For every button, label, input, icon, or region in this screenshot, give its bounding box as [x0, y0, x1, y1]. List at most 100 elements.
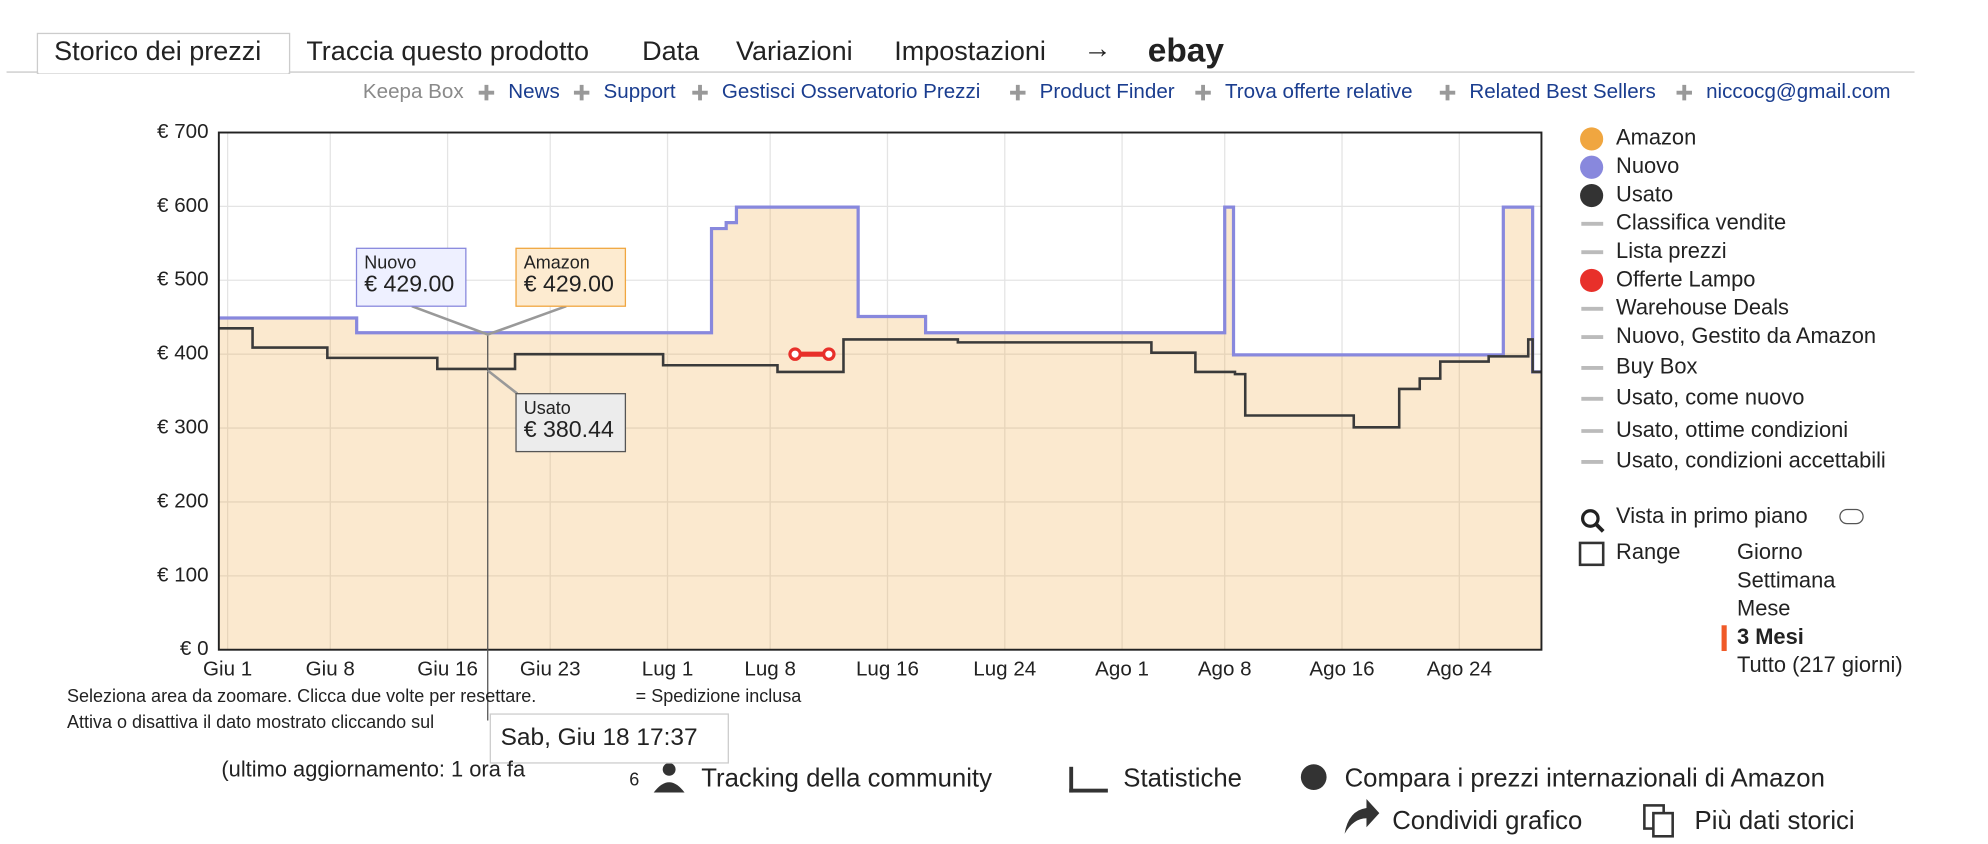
zoom-label[interactable]: Vista in primo piano — [1616, 503, 1808, 528]
footer-link[interactable]: Tracking della community — [701, 764, 992, 792]
deal-point — [788, 347, 802, 361]
separator — [1010, 84, 1026, 101]
legend-label[interactable]: Buy Box — [1616, 354, 1697, 379]
legend-label[interactable]: Usato, condizioni accettabili — [1616, 448, 1886, 473]
range-option[interactable]: Giorno — [1737, 539, 1803, 564]
separator — [478, 84, 495, 101]
tab[interactable]: ebay — [1148, 33, 1225, 70]
note: Seleziona area da zoomare. Clicca due vo… — [67, 686, 536, 706]
link[interactable]: niccocg@gmail.com — [1706, 80, 1890, 103]
series-line — [218, 205, 1542, 374]
link[interactable]: News — [508, 80, 559, 103]
footer-link[interactable]: Condividi grafico — [1392, 807, 1582, 835]
legend-label[interactable]: Usato, come nuovo — [1616, 385, 1804, 410]
x-tick-label: Ago 16 — [1309, 658, 1374, 681]
footer-link[interactable]: Compara i prezzi internazionali di Amazo… — [1345, 764, 1825, 792]
x-tick-label: Giu 1 — [203, 658, 252, 681]
tooltip-value: € 380.44 — [524, 416, 614, 442]
arrow: → — [1083, 32, 1111, 64]
legend-swatch[interactable] — [1580, 155, 1604, 179]
tooltip-name: Usato — [524, 398, 571, 418]
stats-icon — [1069, 788, 1108, 793]
tooltip-name: Nuovo — [364, 253, 416, 273]
legend-label[interactable]: Nuovo — [1616, 153, 1679, 178]
range-option[interactable]: Tutto (217 giorni) — [1737, 652, 1903, 677]
x-tick-label: Giu 16 — [417, 658, 478, 681]
separator — [1439, 84, 1456, 101]
y-tick-label: € 0 — [180, 637, 209, 660]
series-line — [218, 327, 1542, 429]
link[interactable]: Trova offerte relative — [1225, 80, 1413, 103]
range-label: Range — [1616, 539, 1680, 564]
y-tick-label: € 600 — [157, 194, 209, 217]
zoom-icon — [1594, 522, 1605, 533]
note: Attiva o disattiva il dato mostrato clic… — [67, 712, 434, 732]
x-tick-label: Ago 8 — [1198, 658, 1252, 681]
tooltip — [515, 247, 627, 307]
legend-label[interactable]: Warehouse Deals — [1616, 295, 1789, 320]
x-tick-label: Lug 24 — [973, 658, 1036, 681]
update-note: (ultimo aggiornamento: 1 ora fa — [221, 756, 526, 781]
link[interactable]: Product Finder — [1040, 80, 1175, 103]
tooltip-value: € 429.00 — [364, 271, 454, 297]
range-option[interactable]: 3 Mesi — [1737, 624, 1804, 649]
link[interactable]: Support — [604, 80, 676, 103]
separator — [692, 84, 708, 101]
y-tick-label: € 400 — [157, 342, 209, 365]
legend-label[interactable]: Classifica vendite — [1616, 210, 1786, 235]
link[interactable]: Related Best Sellers — [1469, 80, 1655, 103]
x-tick-label: Lug 1 — [642, 658, 694, 681]
y-tick-label: € 700 — [157, 120, 209, 143]
community-icon — [653, 782, 685, 793]
stats-icon — [1069, 766, 1074, 793]
separator — [1676, 84, 1692, 101]
x-tick-label: Lug 8 — [744, 658, 796, 681]
x-tick-label: Ago 24 — [1427, 658, 1492, 681]
x-tick-label: Giu 8 — [306, 658, 355, 681]
note: = Spedizione inclusa — [636, 686, 803, 706]
tab[interactable]: Data — [642, 36, 700, 66]
legend-label[interactable]: Lista prezzi — [1616, 238, 1727, 263]
tab[interactable]: Impostazioni — [894, 36, 1046, 66]
legend-swatch[interactable] — [1580, 127, 1604, 151]
tab[interactable]: Variazioni — [736, 36, 853, 66]
legend-label[interactable]: Nuovo, Gestito da Amazon — [1616, 323, 1876, 348]
plot-area — [218, 132, 1542, 650]
y-tick-label: € 100 — [157, 563, 209, 586]
legend-label[interactable]: Usato, ottime condizioni — [1616, 417, 1848, 442]
share-icon — [1344, 798, 1380, 834]
footer-link[interactable]: Statistiche — [1123, 764, 1242, 792]
y-tick-label: € 200 — [157, 489, 209, 512]
legend-swatch[interactable] — [1580, 183, 1604, 208]
globe-icon — [1300, 764, 1327, 790]
tooltip-value: € 429.00 — [524, 271, 614, 297]
toggle[interactable] — [1839, 508, 1864, 525]
range-option[interactable]: Settimana — [1737, 567, 1836, 592]
legend-label[interactable]: Usato — [1616, 181, 1673, 206]
series-area — [218, 207, 1542, 650]
tooltip-connector — [411, 304, 567, 395]
y-tick-label: € 300 — [157, 416, 209, 439]
range-option[interactable]: Mese — [1737, 596, 1790, 621]
plot-border — [217, 131, 1543, 651]
legend-label[interactable]: Amazon — [1616, 125, 1696, 150]
range-selected-bar — [1721, 625, 1727, 652]
footer-link[interactable]: Più dati storici — [1695, 807, 1855, 835]
link[interactable]: Gestisci Osservatorio Prezzi — [722, 80, 980, 103]
x-tick-label: Giu 23 — [520, 658, 581, 681]
tooltip — [355, 247, 467, 307]
link: Keepa Box — [363, 80, 464, 103]
x-tick-label: Ago 1 — [1095, 658, 1149, 681]
calendar-icon — [1578, 541, 1605, 567]
tooltip — [515, 393, 627, 453]
tab[interactable]: Storico dei prezzi — [54, 36, 261, 66]
cursor-label-box — [489, 713, 729, 764]
tab[interactable]: Traccia questo prodotto — [306, 36, 589, 66]
cursor-label: Sab, Giu 18 17:37 — [501, 724, 698, 751]
legend-label[interactable]: Offerte Lampo — [1616, 266, 1755, 291]
copy-icon — [1652, 811, 1674, 838]
deal-point — [822, 347, 836, 361]
legend-swatch[interactable] — [1580, 268, 1604, 293]
community-icon — [662, 762, 676, 776]
separator — [573, 84, 590, 101]
